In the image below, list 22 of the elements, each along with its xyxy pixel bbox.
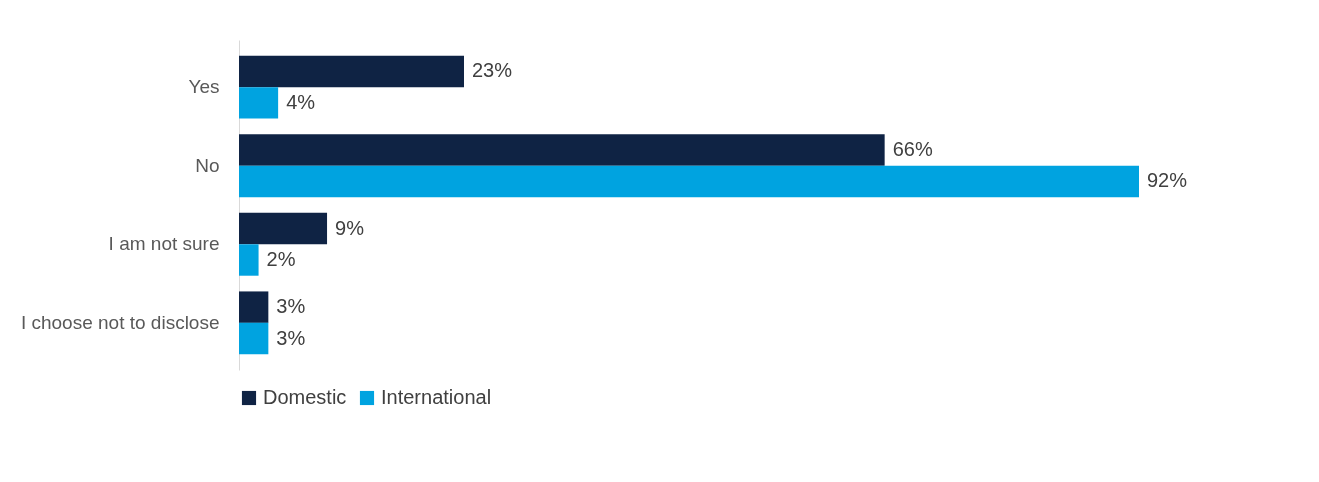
y-tick-label: I am not sure	[108, 233, 220, 255]
bar	[239, 244, 259, 276]
data-label: 9%	[335, 216, 365, 239]
bar	[239, 165, 1139, 198]
y-tick-label: Yes	[188, 76, 220, 98]
data-label: 92%	[1147, 169, 1188, 192]
y-tick-label: I choose not to disclose	[20, 311, 220, 333]
data-label: 66%	[892, 138, 933, 160]
data-label: 3%	[276, 326, 306, 349]
data-label: 2%	[266, 248, 296, 270]
bar	[239, 212, 328, 245]
data-label: 3%	[276, 295, 306, 318]
bar	[239, 291, 269, 323]
bar	[239, 87, 279, 119]
bar	[239, 55, 464, 88]
data-label: 4%	[286, 90, 316, 113]
bar	[239, 322, 269, 355]
bar	[239, 134, 885, 166]
data-label: 23%	[472, 59, 513, 82]
legend-label: Domestic	[263, 386, 347, 408]
legend-label: International	[381, 386, 492, 408]
y-tick-label: No	[195, 154, 220, 176]
